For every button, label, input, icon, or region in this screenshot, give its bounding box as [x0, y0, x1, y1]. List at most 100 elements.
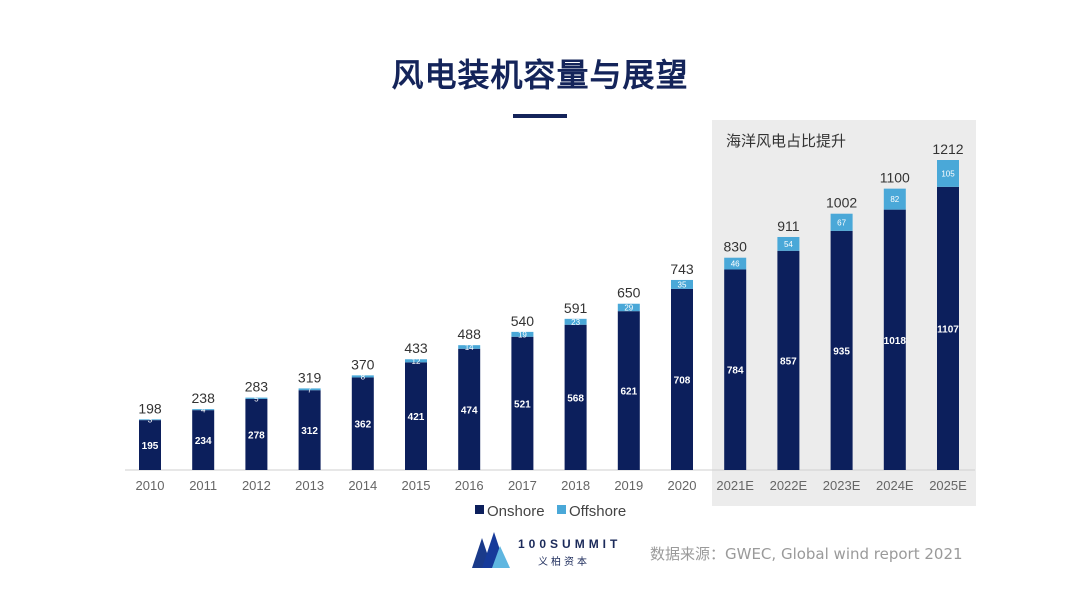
bar-offshore: [830, 213, 853, 231]
logo-text-cn: 义柏资本: [538, 557, 590, 568]
legend-swatch-onshore: [475, 505, 484, 514]
data-label-onshore: 521: [514, 399, 531, 410]
data-label-onshore: 474: [461, 405, 478, 416]
x-tick-label: 2023E: [823, 478, 861, 493]
legend-swatch-offshore: [557, 505, 566, 514]
data-label-total: 591: [564, 300, 588, 316]
data-label-total: 488: [458, 326, 482, 342]
title-underline: [513, 114, 567, 118]
data-label-offshore: 19: [518, 330, 527, 339]
x-tick-label: 2014: [348, 478, 377, 493]
data-label-onshore: 234: [195, 436, 212, 447]
data-label-total: 319: [298, 369, 322, 385]
bar-offshore: [511, 331, 534, 337]
page-title: 风电装机容量与展望: [391, 56, 689, 94]
x-tick-label: 2010: [136, 478, 165, 493]
x-tick-label: 2024E: [876, 478, 914, 493]
bar-offshore: [245, 397, 268, 399]
data-label-total: 830: [724, 239, 748, 255]
data-label-total: 540: [511, 313, 535, 329]
data-label-total: 1100: [880, 170, 910, 186]
data-label-offshore: 23: [571, 318, 580, 327]
data-label-onshore: 935: [833, 346, 850, 357]
data-label-offshore: 35: [678, 280, 687, 289]
data-label-total: 1212: [932, 141, 963, 157]
data-label-onshore: 1107: [937, 324, 959, 335]
x-tick-label: 2017: [508, 478, 537, 493]
bar-onshore: [937, 186, 959, 470]
data-label-offshore: 7: [307, 385, 312, 394]
data-label-offshore: 67: [837, 218, 846, 227]
bar-onshore: [724, 269, 747, 470]
data-label-total: 650: [617, 285, 641, 301]
bar-offshore: [405, 359, 427, 363]
legend: Onshore Offshore: [475, 503, 626, 520]
bar-onshore: [458, 348, 481, 470]
bar-offshore: [298, 388, 321, 391]
x-tick-label: 2020: [668, 478, 697, 493]
stacked-bar-chart: 海洋风电占比提升 1953198201023442382011278528320…: [125, 120, 976, 520]
bar-offshore: [351, 375, 374, 378]
bar-onshore: [564, 324, 587, 470]
x-tick-label: 2016: [455, 478, 484, 493]
x-tick-label: 2022E: [770, 478, 808, 493]
data-source-note: 数据来源：GWEC, Global wind report 2021: [650, 545, 963, 563]
x-tick-label: 2015: [402, 478, 431, 493]
logo-text: 100SUMMIT: [518, 537, 622, 551]
bar-onshore: [511, 336, 534, 470]
data-label-offshore: 105: [941, 169, 955, 178]
x-tick-label: 2011: [189, 478, 217, 493]
legend-label-onshore: Onshore: [487, 503, 545, 520]
x-tick-label: 2012: [242, 478, 271, 493]
logo-mountain-icon: [472, 532, 510, 568]
bar-onshore: [830, 230, 853, 470]
bar-offshore: [139, 419, 161, 421]
x-tick-label: 2019: [614, 478, 643, 493]
bar-offshore: [724, 257, 747, 270]
bar-onshore: [139, 420, 161, 470]
x-tick-label: 2025E: [929, 478, 967, 493]
data-label-onshore: 708: [674, 375, 691, 386]
data-label-total: 283: [245, 379, 269, 395]
bar-offshore: [192, 409, 215, 411]
forecast-highlight-label: 海洋风电占比提升: [726, 132, 846, 150]
data-label-total: 743: [670, 261, 694, 277]
bar-onshore: [351, 377, 374, 470]
bar-onshore: [671, 288, 693, 470]
data-label-total: 370: [351, 356, 375, 372]
data-label-offshore: 12: [412, 357, 421, 366]
data-label-total: 911: [777, 218, 800, 234]
bar-onshore: [192, 410, 215, 470]
bar-onshore: [617, 311, 640, 470]
data-label-total: 238: [192, 390, 216, 406]
data-label-onshore: 312: [301, 426, 318, 437]
x-tick-label: 2018: [561, 478, 590, 493]
data-label-onshore: 568: [567, 393, 584, 404]
data-label-onshore: 857: [780, 356, 797, 367]
bar-offshore: [937, 160, 959, 187]
bar-offshore: [458, 345, 481, 349]
data-label-onshore: 784: [727, 366, 744, 377]
x-tick-label: 2021E: [716, 478, 754, 493]
x-tick-label: 2013: [295, 478, 324, 493]
data-label-offshore: 54: [784, 240, 793, 249]
bar-offshore: [777, 236, 800, 251]
bar-offshore: [883, 188, 906, 210]
data-label-total: 433: [404, 340, 428, 356]
data-label-offshore: 3: [148, 416, 153, 425]
data-label-onshore: 1018: [884, 336, 907, 347]
data-label-total: 198: [138, 400, 162, 416]
data-label-offshore: 14: [465, 343, 474, 352]
data-label-offshore: 8: [361, 372, 366, 381]
data-label-offshore: 46: [731, 260, 740, 269]
bar-onshore: [883, 209, 906, 470]
data-label-onshore: 362: [354, 420, 371, 431]
bar-onshore: [298, 390, 321, 470]
data-label-offshore: 29: [624, 303, 633, 312]
data-label-onshore: 421: [408, 412, 425, 423]
bar-onshore: [405, 362, 427, 470]
data-label-offshore: 4: [201, 406, 206, 415]
bar-offshore: [617, 303, 640, 312]
legend-label-offshore: Offshore: [569, 503, 626, 520]
data-label-onshore: 278: [248, 430, 265, 441]
